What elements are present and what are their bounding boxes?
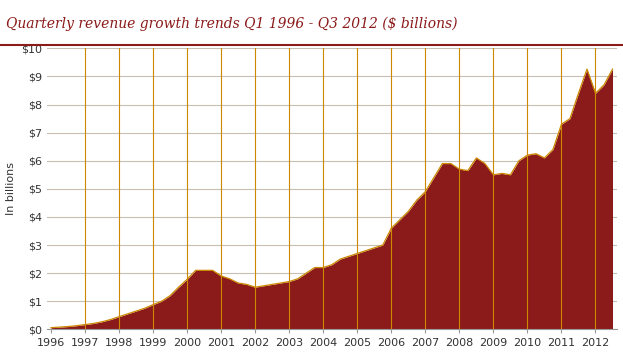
Y-axis label: In billions: In billions (6, 162, 16, 216)
Text: Quarterly revenue growth trends Q1 1996 - Q3 2012 ($ billions): Quarterly revenue growth trends Q1 1996 … (6, 16, 458, 30)
